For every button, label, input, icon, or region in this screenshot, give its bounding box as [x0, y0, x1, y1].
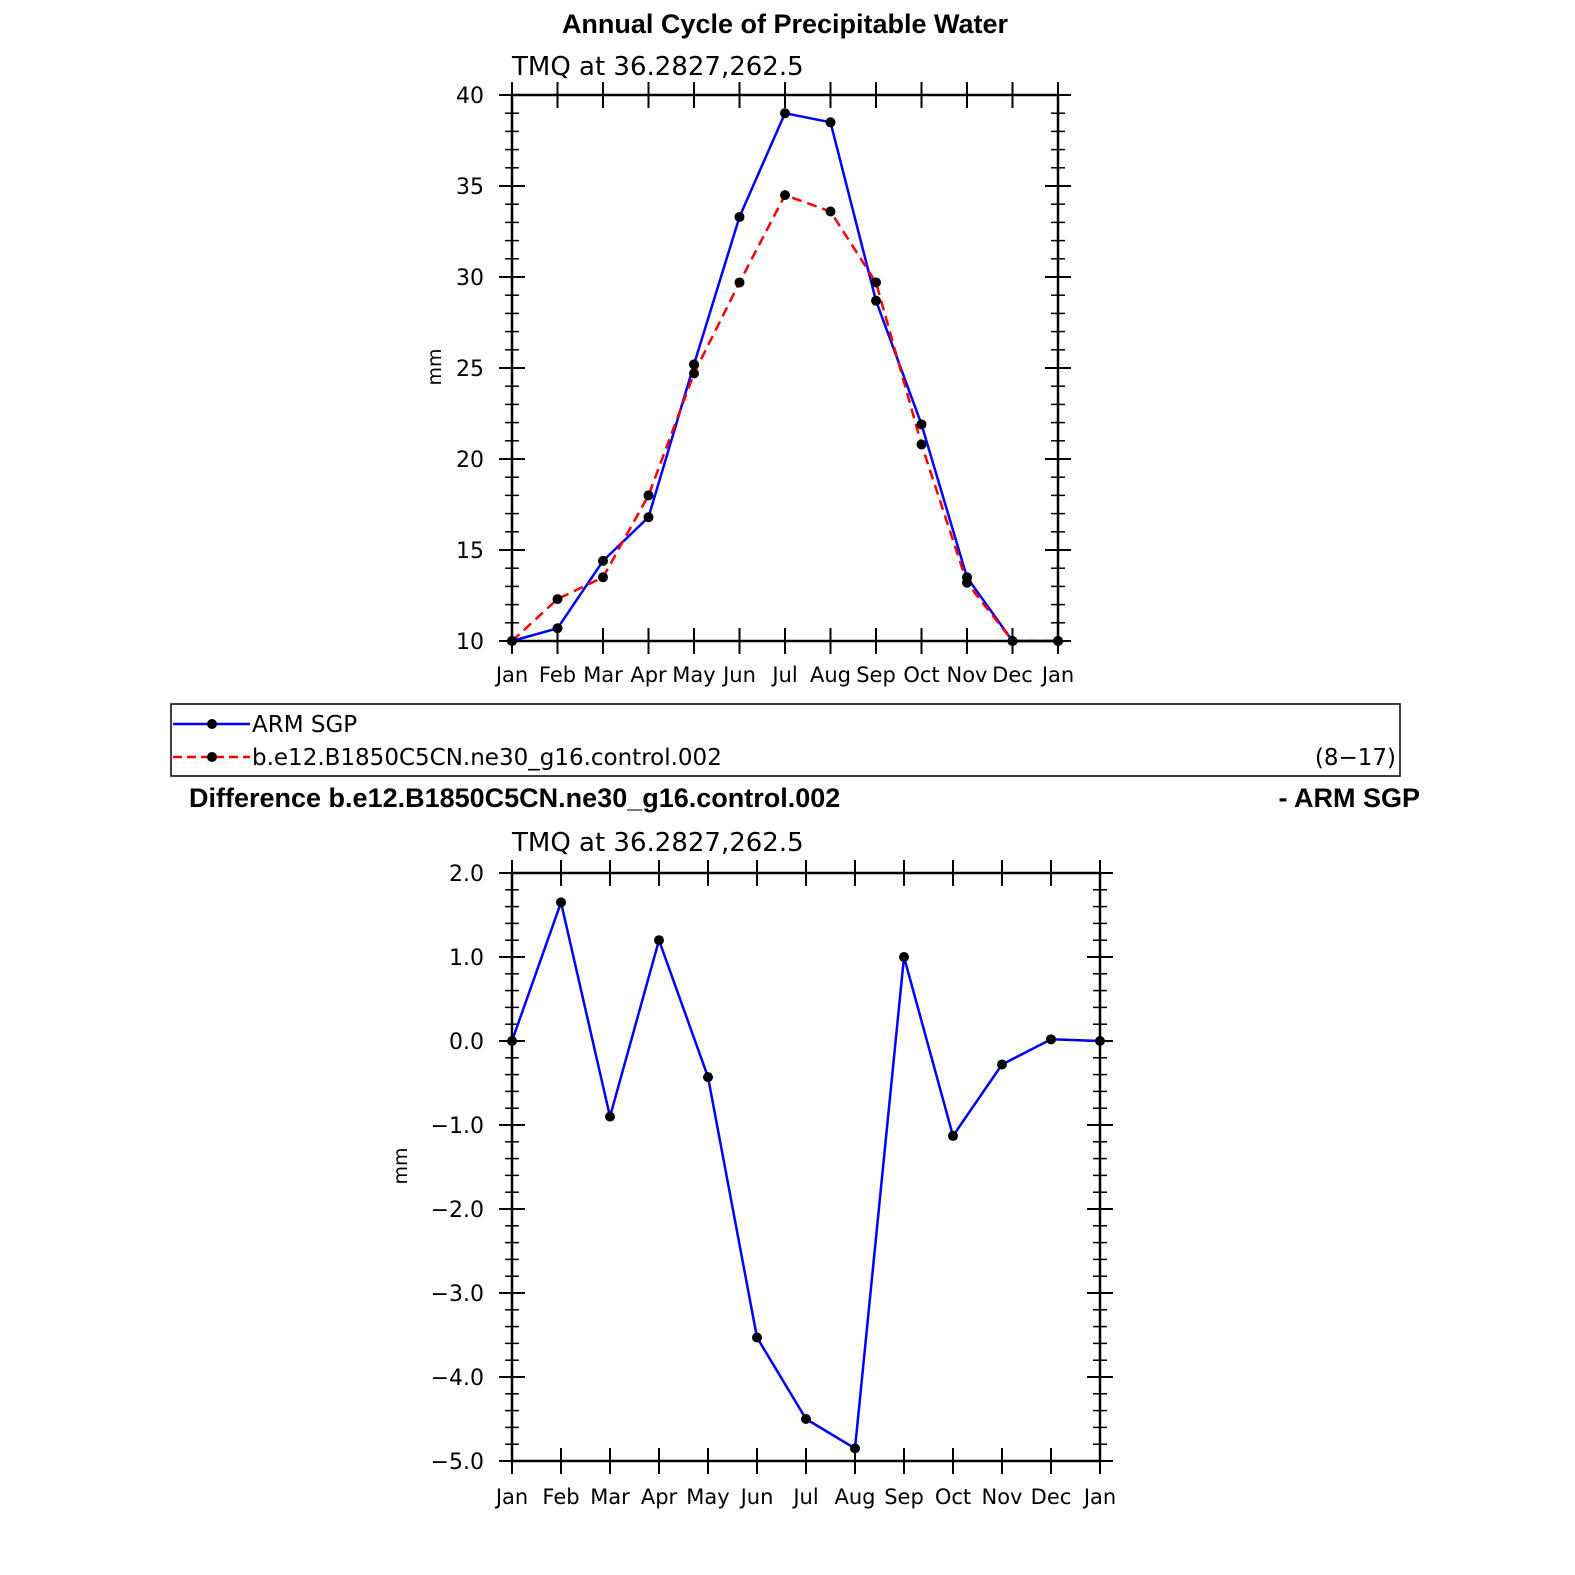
- legend-label-model: b.e12.B1850C5CN.ne30_g16.control.002: [252, 745, 722, 771]
- chart2-series: [507, 897, 1105, 1454]
- chart2-plot-frame: [510, 871, 1102, 1463]
- x-tick-label: Jan: [494, 1485, 528, 1509]
- x-tick-label: Jun: [739, 1485, 774, 1509]
- data-point: [948, 1130, 958, 1141]
- legend-note: (8−17): [1315, 745, 1396, 771]
- x-tick-label: Oct: [935, 1485, 971, 1509]
- data-point: [825, 206, 836, 217]
- annual-cycle-chart: Annual Cycle of Precipitable Water TMQ a…: [424, 9, 1074, 687]
- series-line-0: [510, 901, 1101, 1450]
- x-tick-label: Nov: [982, 1485, 1023, 1509]
- y-tick-label: −1.0: [431, 1114, 484, 1139]
- y-tick-label: −4.0: [431, 1366, 484, 1391]
- x-tick-label: Mar: [590, 1485, 630, 1509]
- chart1-title: Annual Cycle of Precipitable Water: [562, 9, 1009, 39]
- chart1-ticks: Jan Feb Mar Apr May Jun Jul Aug Sep Oct Nov Dec Jan 1…: [456, 82, 1074, 687]
- data-point: [916, 439, 927, 450]
- x-tick-label: May: [672, 663, 715, 687]
- y-tick-label: 30: [456, 266, 484, 291]
- chart2-title-right: - ARM SGP: [1279, 783, 1421, 813]
- x-tick-label: Jan: [494, 663, 528, 687]
- chart1-subtitle: TMQ at 36.2827,262.5: [511, 52, 804, 82]
- legend-marker-arm-sgp: [207, 719, 217, 729]
- chart2-subtitle: TMQ at 36.2827,262.5: [511, 828, 804, 858]
- data-point: [871, 277, 881, 288]
- x-tick-label: Dec: [1031, 1485, 1072, 1509]
- y-tick-label: 0.0: [449, 1030, 484, 1055]
- data-point: [689, 368, 699, 379]
- x-tick-label: Nov: [947, 663, 988, 687]
- legend-label-arm-sgp: ARM SGP: [252, 712, 357, 738]
- x-tick-label: Aug: [810, 663, 851, 687]
- data-point: [899, 952, 909, 962]
- x-tick-label: Dec: [992, 663, 1033, 687]
- x-tick-label: Jan: [1040, 663, 1074, 687]
- x-tick-label: Apr: [641, 1485, 678, 1509]
- y-tick-label: 10: [456, 630, 484, 655]
- chart2-title: Difference b.e12.B1850C5CN.ne30_g16.cont…: [189, 783, 840, 813]
- chart1-plot-frame: [510, 93, 1060, 643]
- data-point: [556, 897, 566, 908]
- x-tick-label: Oct: [903, 663, 939, 687]
- data-point: [1046, 1034, 1056, 1045]
- data-point: [780, 108, 790, 119]
- data-point: [643, 512, 654, 523]
- data-point: [871, 295, 881, 306]
- data-point: [962, 577, 972, 588]
- y-tick-label: 25: [456, 357, 484, 382]
- data-point: [801, 1414, 811, 1424]
- x-tick-label: Jan: [1082, 1485, 1116, 1509]
- difference-chart: Difference b.e12.B1850C5CN.ne30_g16.cont…: [189, 783, 1420, 1509]
- data-point: [997, 1059, 1007, 1070]
- data-point: [850, 1443, 860, 1454]
- data-point: [598, 555, 608, 566]
- x-tick-label: Feb: [542, 1485, 579, 1509]
- y-tick-label: 40: [456, 84, 484, 109]
- data-point: [654, 935, 664, 946]
- chart2-ticks: Jan Feb Mar Apr May Jun Jul Aug Sep Oct Nov Dec Jan−…: [431, 860, 1116, 1509]
- data-point: [825, 117, 836, 128]
- y-tick-label: 35: [456, 175, 484, 200]
- chart1-series: [507, 108, 1063, 646]
- chart1-y-axis-label: mm: [424, 348, 446, 385]
- data-point: [780, 190, 790, 201]
- data-point: [916, 419, 927, 430]
- x-tick-label: Jul: [770, 663, 797, 687]
- x-tick-label: Sep: [884, 1485, 924, 1509]
- data-point: [605, 1111, 615, 1122]
- y-tick-label: 2.0: [449, 862, 484, 887]
- x-tick-label: Aug: [834, 1485, 875, 1509]
- y-tick-label: 20: [456, 448, 484, 473]
- y-tick-label: −2.0: [431, 1198, 484, 1223]
- data-point: [643, 490, 654, 501]
- x-tick-label: Mar: [583, 663, 623, 687]
- x-tick-label: Apr: [630, 663, 667, 687]
- legend-marker-model: [207, 752, 217, 762]
- data-point: [598, 572, 608, 583]
- data-point: [689, 359, 699, 370]
- data-point: [552, 594, 563, 605]
- data-point: [734, 211, 745, 222]
- legend: ARM SGP b.e12.B1850C5CN.ne30_g16.control…: [170, 703, 1401, 777]
- y-tick-label: −3.0: [431, 1282, 484, 1307]
- x-tick-label: Feb: [539, 663, 576, 687]
- x-tick-label: Sep: [856, 663, 896, 687]
- y-tick-label: 15: [456, 539, 484, 564]
- data-point: [752, 1332, 762, 1343]
- chart2-y-axis-label: mm: [390, 1147, 412, 1184]
- x-tick-label: Jun: [721, 663, 756, 687]
- y-tick-label: 1.0: [449, 946, 484, 971]
- data-point: [734, 277, 745, 288]
- x-tick-label: May: [686, 1485, 729, 1509]
- y-tick-label: −5.0: [431, 1450, 484, 1475]
- x-tick-label: Jul: [791, 1485, 818, 1509]
- data-point: [552, 623, 563, 634]
- data-point: [703, 1072, 713, 1083]
- legend-box: [170, 703, 1401, 777]
